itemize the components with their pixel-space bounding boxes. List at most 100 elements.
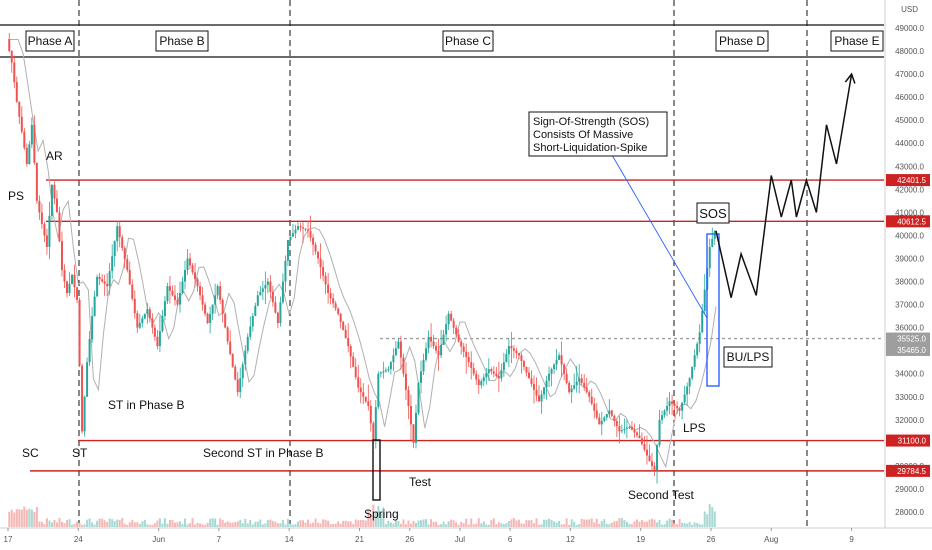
candle-body [176,299,179,305]
candle-body [676,405,679,409]
candle-body [28,144,31,164]
volume-bar [91,522,94,527]
candle-body [294,229,297,234]
candle-body [530,378,533,385]
volume-bar [266,520,269,527]
time-tick-label: 6 [508,535,513,544]
volume-bar [457,524,460,527]
volume-bar [214,518,217,527]
candle-body [10,51,13,63]
volume-bar [23,506,26,527]
candle-body [397,341,400,349]
time-tick-label: 7 [217,535,222,544]
candle-body [628,426,631,428]
volume-bar [98,518,101,527]
candle-body [610,410,613,416]
volume-bar [111,519,114,527]
volume-bar [178,521,181,527]
candle-body [465,351,468,358]
price-axis[interactable]: USD 28000.029000.030000.031000.032000.03… [884,0,925,528]
volume-bar [204,524,207,527]
candle-body [108,271,111,287]
candle-body [131,284,134,299]
volume-bar [216,524,219,527]
label-ar: AR [46,149,63,163]
volume-bar [686,523,689,527]
candle-body [648,455,651,462]
volume-bar [60,521,63,527]
volume-bar [427,524,430,527]
candle-body [329,293,332,299]
volume-bar [585,519,588,527]
candle-body [319,258,322,268]
volume-bar [656,522,659,527]
volume-bar [106,522,109,527]
candle-body [284,260,287,282]
volume-bar [344,520,347,527]
volume-bar [432,521,435,527]
candle-body [88,339,91,363]
candle-body [216,286,219,296]
candle-body [196,279,199,287]
volume-bar [302,520,305,527]
candle-body [615,420,618,427]
candle-body [505,354,508,363]
volume-bar [153,523,156,527]
price-tick-label: 36000.0 [895,324,924,333]
volume-bar [495,524,498,527]
volume-bar [663,524,666,527]
volume-bar [620,518,623,527]
volume-bar [239,519,242,527]
volume-bar [246,523,249,527]
candle-body [168,286,171,291]
level-price-tag-label: 35465.0 [897,346,926,355]
volume-bar [676,524,679,527]
candle-body [347,337,350,347]
volume-bar [73,523,76,527]
candle-body [435,346,438,351]
volume-bar [284,524,287,527]
candle-body [50,184,53,216]
sos-note-line-1: Sign-Of-Strength (SOS) [533,116,649,128]
candle-body [352,356,355,367]
volume-bar [38,521,41,527]
volume-bar [425,519,428,527]
candle-body [372,423,375,441]
candle-body [550,369,553,374]
volume-bar [510,519,513,527]
time-tick-label: 21 [355,535,364,544]
volume-bar [548,518,551,527]
volume-bar [337,521,340,527]
price-tick-label: 42000.0 [895,185,924,194]
price-tick-label: 33000.0 [895,393,924,402]
candle-body [271,291,274,303]
candle-body [593,403,596,411]
candle-body [487,369,490,374]
volume-bar [342,520,345,527]
candle-body [103,281,106,284]
volume-bar [638,521,641,527]
volume-bar [108,518,111,527]
candle-body [171,290,174,296]
candle-body [256,295,259,306]
candle-body [507,346,510,355]
volume-bar [146,524,149,527]
label-st-phase-b: ST in Phase B [108,398,185,412]
volume-bar [437,524,440,527]
candle-body [703,289,706,311]
candle-body [688,378,691,387]
volume-bar [8,511,11,527]
sos-note-box [528,111,668,157]
candle-body [575,381,578,386]
candle-body [48,215,51,247]
candle-body [312,237,315,245]
candle-body [613,415,616,421]
time-axis[interactable]: 17 24 Jun 7 14 21 26 Jul 6 12 19 26 Aug 9 [0,527,932,544]
candle-body [470,362,473,368]
time-tick-label: Jun [152,535,165,544]
volume-bar [264,523,267,527]
projection-arrowhead [844,72,856,84]
time-tick-label: 9 [849,535,854,544]
volume-bar [48,520,51,527]
